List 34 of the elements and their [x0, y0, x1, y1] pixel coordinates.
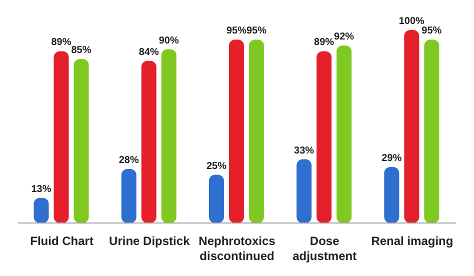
bar [74, 58, 89, 223]
bar [384, 167, 400, 223]
data-label: 95% [246, 26, 267, 37]
bar [336, 45, 352, 223]
data-label: 29% [382, 153, 402, 164]
data-label: 100% [398, 16, 425, 27]
data-label: 25% [206, 160, 227, 172]
bar [404, 30, 420, 223]
data-label: 95% [226, 26, 247, 37]
x-tick-label: Renal imaging [371, 234, 454, 248]
data-label: 95% [422, 26, 442, 37]
data-label: 84% [138, 46, 159, 58]
data-label: 85% [71, 44, 92, 56]
bar [248, 40, 264, 223]
bar [161, 49, 176, 223]
x-tick-label: Nephrotoxics discontinued [198, 234, 276, 263]
data-label: 13% [31, 184, 52, 195]
bar [424, 40, 440, 223]
data-label: 89% [51, 37, 72, 48]
x-tick-label: Dose adjustment [292, 234, 357, 263]
bar [296, 159, 312, 223]
bar [141, 60, 156, 223]
data-label: 92% [334, 31, 354, 42]
bar [228, 40, 244, 223]
data-label: 28% [118, 154, 139, 166]
data-label: 33% [294, 145, 314, 156]
bar [54, 51, 69, 223]
bar [208, 174, 224, 223]
x-tick-label: Urine Dipstick [109, 234, 190, 248]
x-tick-label: Fluid Chart [30, 234, 94, 248]
data-label: 90% [158, 35, 179, 46]
bar [121, 168, 136, 223]
data-label: 89% [314, 37, 334, 48]
bar [316, 51, 332, 223]
